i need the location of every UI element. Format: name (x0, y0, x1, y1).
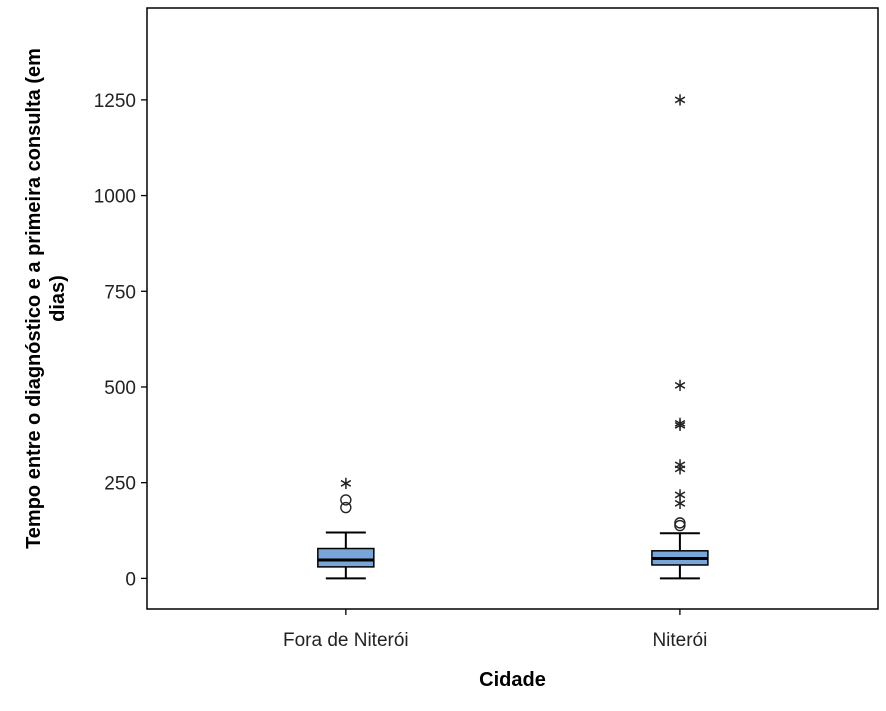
outlier-circle (340, 494, 352, 506)
outlier-star: ∗ (672, 484, 687, 505)
x-axis-title: Cidade (479, 669, 546, 691)
y-axis-title-line-2: dias) (47, 275, 69, 322)
y-tick-label: 1000 (94, 187, 136, 208)
y-axis-title-line-1: Tempo entre o diagnóstico e a primeira c… (23, 48, 45, 549)
outlier-star: ∗ (338, 473, 353, 494)
outlier-star: ∗ (672, 413, 687, 434)
outlier-star: ∗ (672, 90, 687, 111)
outlier-circle (674, 517, 686, 529)
outlier-star: ∗ (672, 375, 687, 396)
outlier-star: ∗ (672, 493, 687, 514)
y-tick-label: 1250 (94, 91, 136, 112)
plot-frame (146, 7, 879, 610)
plot-layer: 0 250 500 750 1000 1250 Fora de Niterói Niterói… (94, 7, 879, 651)
y-tick-label: 500 (104, 378, 136, 399)
outlier-star: ∗ (672, 458, 687, 479)
y-tick-label: 250 (104, 474, 136, 495)
y-tick-label: 750 (104, 282, 136, 303)
outlier-star: ∗ (672, 415, 687, 436)
x-tick-label: Niterói (652, 630, 707, 651)
outlier-circle (340, 501, 352, 514)
box-iqr (317, 547, 375, 568)
outlier-star: ∗ (672, 455, 687, 476)
y-tick-label: 0 (125, 569, 136, 590)
x-tick-label: Fora de Niterói (283, 630, 409, 651)
